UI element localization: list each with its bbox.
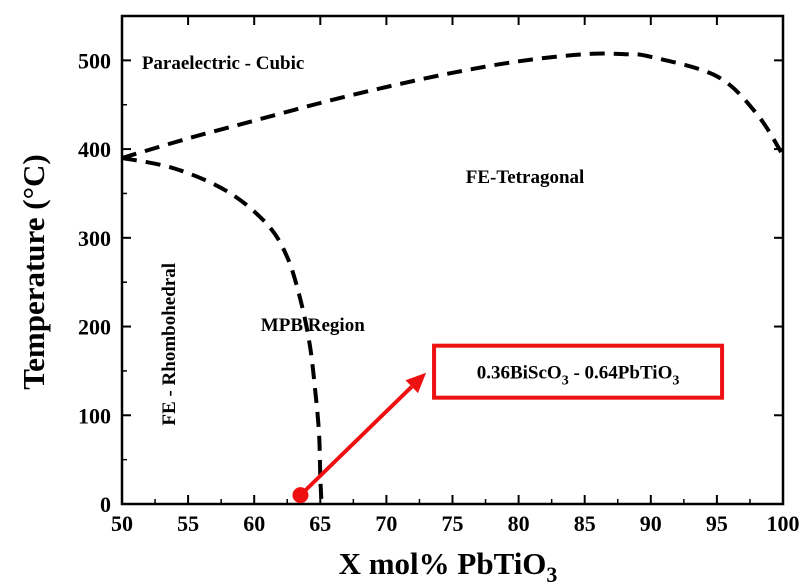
x-tick-label: 90: [640, 511, 662, 536]
x-tick-label: 70: [375, 511, 397, 536]
callout-label: 0.36BiScO3 - 0.64PbTiO3: [477, 363, 680, 389]
y-tick-label: 100: [78, 403, 111, 428]
y-tick-label: 500: [78, 48, 111, 73]
callout-text-part: 0.36BiScO: [477, 363, 562, 384]
x-tick-label: 75: [442, 511, 464, 536]
mpb-region-label: MPB Region: [261, 315, 365, 336]
x-tick-label: 95: [706, 511, 728, 536]
callout-subscript: 3: [562, 374, 569, 389]
x-tick-label: 80: [508, 511, 530, 536]
callout-box: [432, 343, 725, 400]
callout-text-part: - 0.64PbTiO: [569, 363, 673, 384]
x-axis-label-subscript: 3: [546, 562, 557, 585]
y-tick-label: 300: [78, 226, 111, 251]
arrow-shaft: [299, 385, 414, 497]
paraelectric-cubic-label: Paraelectric - Cubic: [142, 53, 304, 74]
callout-subscript: 3: [672, 374, 679, 389]
x-tick-label: 100: [767, 511, 800, 536]
fe-rhombohedral-label: FE - Rhombohedral: [159, 263, 180, 426]
curie-temperature-boundary-line: [121, 51, 785, 160]
plot-frame: [120, 14, 785, 506]
fe-tetragonal-label: FE-Tetragonal: [466, 167, 585, 188]
x-axis-label-main: X mol% PbTiO: [339, 546, 547, 581]
x-tick-label: 60: [243, 511, 265, 536]
x-axis-label: X mol% PbTiO3: [339, 546, 558, 585]
y-tick-label: 200: [78, 315, 111, 340]
y-axis-label: Temperature (°C): [16, 154, 51, 389]
x-tick-label: 50: [111, 511, 133, 536]
arrow-head-icon: [405, 372, 427, 394]
mpb-boundary-line: [121, 156, 324, 505]
x-tick-label: 55: [177, 511, 199, 536]
x-tick-label: 65: [309, 511, 331, 536]
x-tick-label: 85: [574, 511, 596, 536]
y-tick-label: 400: [78, 137, 111, 162]
y-tick-label: 0: [100, 492, 111, 517]
